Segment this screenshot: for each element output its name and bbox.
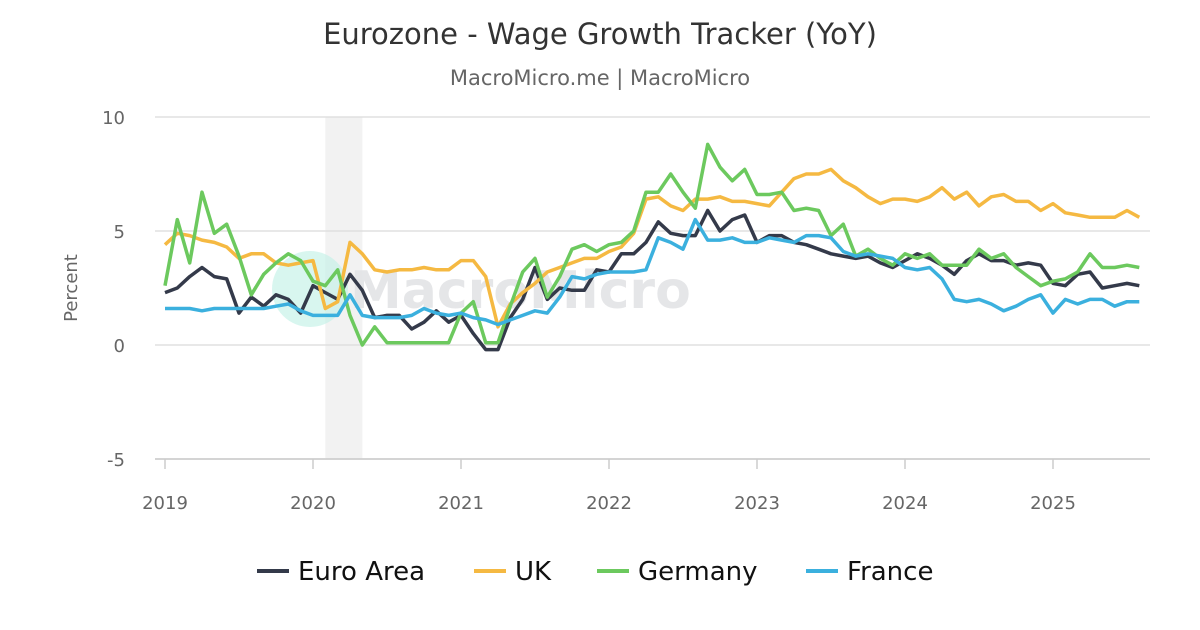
chart-subtitle: MacroMicro.me | MacroMicro xyxy=(450,66,750,91)
chart-title: Eurozone - Wage Growth Tracker (YoY) xyxy=(323,17,877,51)
legend-label: UK xyxy=(515,557,552,587)
x-tick-label: 2025 xyxy=(1030,493,1076,514)
x-tick-label: 2024 xyxy=(882,493,928,514)
legend: Euro Area UK Germany France xyxy=(257,557,933,587)
series-line-germany xyxy=(163,142,1140,347)
legend-item: France xyxy=(806,557,933,587)
legend-label: Euro Area xyxy=(298,557,425,587)
x-tick-label: 2019 xyxy=(142,493,188,514)
x-tick-label: 2022 xyxy=(586,493,632,514)
y-tick-label: 10 xyxy=(102,108,125,129)
series-line-uk xyxy=(163,167,1141,329)
y-axis-label: Percent xyxy=(61,254,82,322)
axes-layer: 10 5 0 -5 2019 2020 2021 2022 2023 2024 2025 xyxy=(102,108,1150,514)
legend-label: Germany xyxy=(638,557,758,587)
x-tick-label: 2020 xyxy=(290,493,336,514)
legend-item: Euro Area xyxy=(257,557,425,587)
x-tick-label: 2021 xyxy=(438,493,484,514)
series-line-france xyxy=(165,217,1140,327)
y-tick-label: -5 xyxy=(107,450,125,471)
series-line-euro-area xyxy=(164,208,1140,352)
y-tick-label: 0 xyxy=(114,336,125,357)
series-layer xyxy=(163,142,1141,352)
x-tick-label: 2023 xyxy=(734,493,780,514)
legend-item: UK xyxy=(474,557,552,587)
legend-item: Germany xyxy=(597,557,758,587)
y-tick-label: 5 xyxy=(114,222,125,243)
legend-label: France xyxy=(847,557,933,587)
